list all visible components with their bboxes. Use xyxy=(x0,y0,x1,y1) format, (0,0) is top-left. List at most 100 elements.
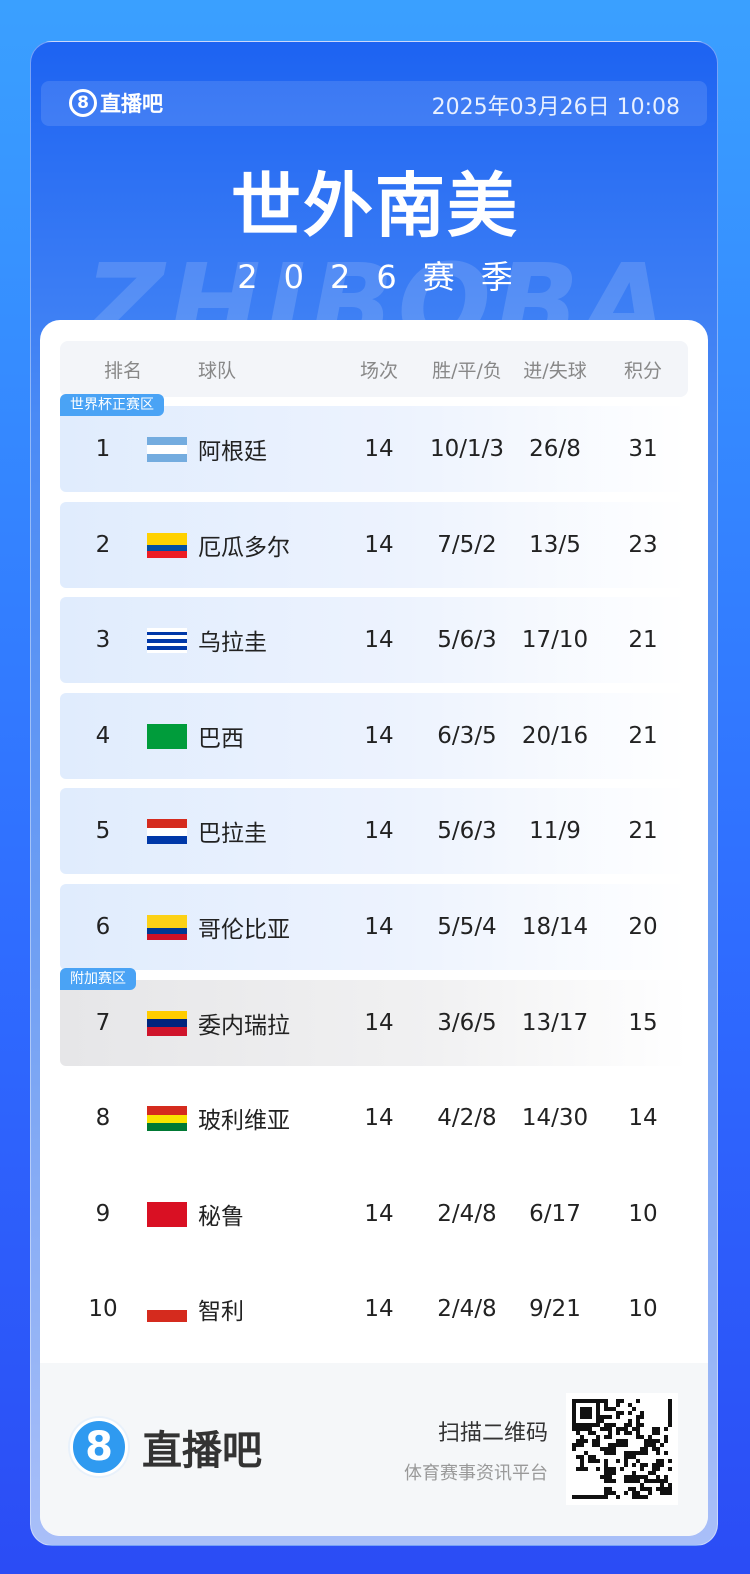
played: 14 xyxy=(364,1009,394,1036)
wdl: 10/1/3 xyxy=(429,436,505,462)
played: 14 xyxy=(364,436,394,462)
team-name: 厄瓜多尔 xyxy=(198,534,290,561)
rank: 3 xyxy=(95,627,111,654)
points: 10 xyxy=(628,1296,658,1323)
table-row: 3 乌拉圭 14 5/6/3 17/10 21 xyxy=(60,597,688,684)
footer-logo: 8 直播吧 xyxy=(70,1418,262,1476)
flag-icon xyxy=(147,1201,187,1227)
team-name: 巴拉圭 xyxy=(198,821,267,848)
scan-qr-label: 扫描二维码 xyxy=(437,1421,548,1446)
season-label: 2026赛季 xyxy=(237,258,539,296)
points: 15 xyxy=(628,1009,658,1036)
col-wdl: 胜/平/负 xyxy=(432,359,502,382)
goals: 26/8 xyxy=(529,436,581,462)
played: 14 xyxy=(364,1200,394,1227)
team-name: 智利 xyxy=(198,1299,244,1326)
wdl: 6/3/5 xyxy=(437,722,497,749)
tagline: 体育赛事资讯平台 xyxy=(404,1463,548,1484)
wdl: 3/6/5 xyxy=(437,1009,497,1036)
team-name: 委内瑞拉 xyxy=(198,1012,290,1039)
table-row: 2 厄瓜多尔 14 7/5/2 13/5 23 xyxy=(60,501,688,588)
wdl: 4/2/8 xyxy=(437,1105,497,1132)
flag-icon xyxy=(147,723,187,749)
table-row: 5 巴拉圭 14 5/6/3 11/9 21 xyxy=(60,788,688,875)
rank: 9 xyxy=(95,1200,111,1227)
wdl: 5/6/3 xyxy=(437,627,497,654)
eight-logo-icon: 8 xyxy=(69,89,97,117)
page-title: 世外南美 xyxy=(231,165,519,247)
standings-panel: 排名 球队 场次 胜/平/负 进/失球 积分 世界杯正赛区 1 阿根廷 14 10… xyxy=(40,320,708,1536)
table-header: 排名 球队 场次 胜/平/负 进/失球 积分 xyxy=(60,341,688,397)
brand-name: 直播吧 xyxy=(100,92,163,116)
team-name: 哥伦比亚 xyxy=(198,917,290,943)
qr-code[interactable] xyxy=(566,1393,678,1505)
goals: 13/17 xyxy=(521,1009,589,1036)
goals: 17/10 xyxy=(521,627,589,654)
table-row: 6 哥伦比亚 14 5/5/4 18/14 20 xyxy=(60,884,688,970)
flag-icon xyxy=(147,532,187,558)
rank: 4 xyxy=(95,722,111,749)
goals: 14/30 xyxy=(521,1105,589,1132)
played: 14 xyxy=(364,914,394,940)
wdl: 5/6/3 xyxy=(437,818,497,845)
datetime: 2025年03月26日 10:08 xyxy=(431,95,680,120)
rank: 1 xyxy=(95,436,111,462)
wdl: 5/5/4 xyxy=(437,914,497,940)
footer-brand: 直播吧 xyxy=(142,1428,262,1474)
goals: 9/21 xyxy=(529,1296,581,1323)
team-name: 秘鲁 xyxy=(198,1203,244,1230)
flag-icon xyxy=(147,1106,187,1132)
table-row: 附加赛区 7 委内瑞拉 14 3/6/5 13/17 15 xyxy=(60,967,688,1066)
goals: 18/14 xyxy=(521,914,589,940)
col-team: 球队 xyxy=(198,359,237,382)
points: 21 xyxy=(628,627,658,654)
eight-logo-icon: 8 xyxy=(70,1418,128,1476)
rank: 8 xyxy=(95,1105,111,1132)
brand-logo: 8 直播吧 xyxy=(69,88,163,118)
flag-icon xyxy=(147,915,187,940)
rank: 7 xyxy=(95,1009,111,1036)
played: 14 xyxy=(364,818,394,845)
wdl: 7/5/2 xyxy=(437,531,497,558)
played: 14 xyxy=(364,531,394,558)
col-points: 积分 xyxy=(623,359,662,382)
points: 31 xyxy=(628,436,658,462)
table-row: 8 玻利维亚 14 4/2/8 14/30 14 xyxy=(60,1075,688,1161)
zone-badge: 附加赛区 xyxy=(60,967,136,990)
team-name: 乌拉圭 xyxy=(198,630,267,657)
played: 14 xyxy=(364,627,394,654)
table-row: 4 巴西 14 6/3/5 20/16 21 xyxy=(60,692,688,779)
team-name: 巴西 xyxy=(198,725,244,752)
flag-icon xyxy=(147,819,187,845)
col-goals: 进/失球 xyxy=(523,359,587,382)
goals: 13/5 xyxy=(529,531,581,558)
top-bar xyxy=(41,81,707,126)
points: 20 xyxy=(628,914,658,940)
table-row: 10 智利 14 2/4/8 9/21 10 xyxy=(60,1266,688,1352)
team-name: 玻利维亚 xyxy=(198,1108,290,1135)
rank: 10 xyxy=(88,1296,118,1323)
wdl: 2/4/8 xyxy=(437,1200,497,1227)
played: 14 xyxy=(364,1105,394,1132)
rank: 2 xyxy=(95,531,111,558)
played: 14 xyxy=(364,1296,394,1323)
points: 10 xyxy=(628,1200,658,1227)
goals: 6/17 xyxy=(529,1200,581,1227)
played: 14 xyxy=(364,722,394,749)
zone-badge: 世界杯正赛区 xyxy=(60,394,164,416)
table-row: 世界杯正赛区 1 阿根廷 14 10/1/3 26/8 31 xyxy=(60,394,688,492)
flag-icon xyxy=(147,628,187,654)
flag-icon xyxy=(147,437,187,462)
points: 21 xyxy=(628,818,658,845)
goals: 20/16 xyxy=(521,722,589,749)
goals: 11/9 xyxy=(529,818,581,845)
team-name: 阿根廷 xyxy=(198,439,267,465)
points: 14 xyxy=(628,1105,658,1132)
flag-icon xyxy=(147,1010,187,1036)
table-row: 9 秘鲁 14 2/4/8 6/17 10 xyxy=(60,1171,688,1257)
col-played: 场次 xyxy=(359,359,398,382)
points: 21 xyxy=(628,722,658,749)
rank: 5 xyxy=(95,818,111,845)
wdl: 2/4/8 xyxy=(437,1296,497,1323)
flag-icon xyxy=(147,1297,187,1323)
